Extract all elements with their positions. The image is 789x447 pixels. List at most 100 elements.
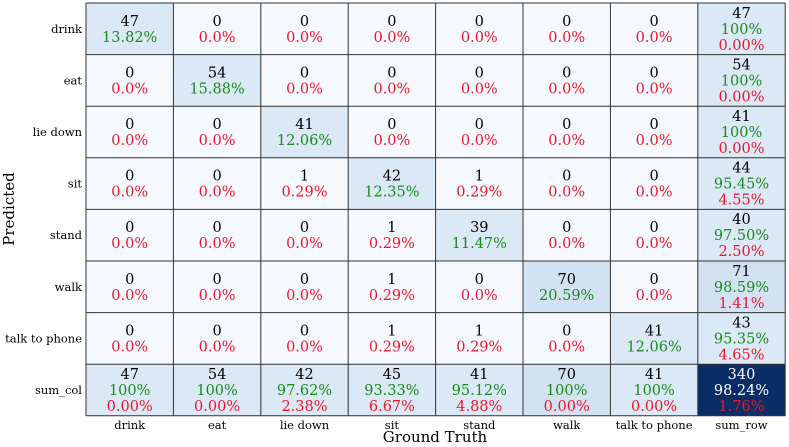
- cell-background: [173, 157, 261, 210]
- cell-count: 54: [208, 65, 226, 81]
- matrix-cell: 00.0%: [348, 3, 436, 55]
- cell-percent: 0.0%: [548, 30, 585, 46]
- matrix-cell: 00.0%: [173, 106, 261, 158]
- cell-count: 41: [470, 367, 488, 383]
- matrix-cells: 4713.82%00.0%00.0%00.0%00.0%00.0%00.0%47…: [86, 3, 786, 416]
- cell-error-percent: 4.65%: [718, 347, 764, 363]
- cell-correct-percent: 93.33%: [364, 383, 419, 399]
- x-tick-label: sum_row: [715, 418, 767, 432]
- cell-count: 47: [120, 367, 138, 383]
- cell-count: 0: [562, 169, 571, 185]
- matrix-cell: 10.29%: [348, 312, 436, 365]
- matrix-cell: 00.0%: [86, 312, 174, 365]
- cell-error-percent: 6.67%: [369, 399, 415, 415]
- cell-percent: 0.0%: [461, 30, 498, 46]
- cell-correct-percent: 95.45%: [714, 177, 769, 193]
- cell-count: 0: [475, 65, 484, 81]
- y-tick-label: eat: [64, 73, 83, 87]
- cell-percent: 0.0%: [286, 288, 323, 304]
- cell-background: [348, 106, 436, 158]
- y-tick-label: sit: [68, 177, 83, 191]
- cell-error-percent: 4.55%: [718, 193, 764, 209]
- matrix-cell: 00.0%: [86, 261, 174, 313]
- cell-background: [260, 364, 349, 416]
- cell-percent: 0.0%: [111, 288, 148, 304]
- cell-error-percent: 0.00%: [718, 141, 764, 157]
- y-tick-label: talk to phone: [5, 331, 82, 345]
- x-tick-label: talk to phone: [616, 418, 693, 432]
- cell-background: [86, 312, 174, 365]
- cell-background: [260, 54, 349, 107]
- cell-count: 0: [562, 220, 571, 236]
- cell-percent: 0.0%: [548, 81, 585, 97]
- cell-background: [610, 261, 698, 313]
- cell-count: 44: [732, 161, 750, 177]
- cell-background: [523, 3, 611, 55]
- y-tick-label: sum_col: [35, 383, 82, 397]
- cell-count: 0: [125, 65, 134, 81]
- cell-correct-percent: 98.24%: [714, 383, 769, 399]
- cell-percent: 0.0%: [461, 133, 498, 149]
- cell-count: 0: [125, 169, 134, 185]
- cell-background: [86, 209, 174, 261]
- cell-background: [86, 261, 174, 313]
- cell-error-percent: 1.41%: [718, 296, 764, 312]
- cell-count: 0: [649, 272, 658, 288]
- cell-count: 0: [649, 14, 658, 30]
- cell-background: [86, 106, 174, 158]
- cell-percent: 0.0%: [373, 81, 410, 97]
- matrix-cell: 00.0%: [173, 157, 261, 210]
- cell-percent: 0.0%: [373, 133, 410, 149]
- matrix-cell: 00.0%: [435, 261, 523, 313]
- matrix-cell: 00.0%: [86, 209, 174, 261]
- cell-count: 1: [387, 272, 396, 288]
- cell-correct-percent: 100%: [721, 125, 762, 141]
- cell-error-percent: 4.88%: [456, 399, 502, 415]
- cell-count: 1: [475, 323, 484, 339]
- cell-background: [435, 106, 523, 158]
- cell-percent: 11.47%: [452, 236, 507, 252]
- cell-percent: 13.82%: [102, 30, 157, 46]
- cell-background: [523, 106, 611, 158]
- matrix-cell: 00.0%: [260, 3, 349, 55]
- cell-background: [610, 209, 698, 261]
- x-tick-label: walk: [553, 418, 581, 432]
- cell-percent: 0.0%: [636, 81, 673, 97]
- matrix-cell: 00.0%: [523, 157, 611, 210]
- cell-count: 0: [300, 220, 309, 236]
- cell-error-percent: 2.38%: [281, 399, 327, 415]
- cell-count: 0: [212, 272, 221, 288]
- cell-percent: 0.0%: [548, 236, 585, 252]
- cell-correct-percent: 95.35%: [714, 331, 769, 347]
- cell-percent: 0.0%: [636, 133, 673, 149]
- cell-percent: 0.0%: [199, 133, 236, 149]
- matrix-cell: 00.0%: [260, 261, 349, 313]
- x-tick-label: stand: [463, 418, 496, 432]
- x-tick-label: eat: [208, 418, 227, 432]
- cell-count: 42: [295, 367, 313, 383]
- cell-percent: 0.0%: [636, 288, 673, 304]
- cell-percent: 0.0%: [111, 339, 148, 355]
- cell-percent: 0.0%: [286, 339, 323, 355]
- cell-correct-percent: 97.50%: [714, 228, 769, 244]
- matrix-cell: 00.0%: [523, 209, 611, 261]
- cell-correct-percent: 100%: [721, 22, 762, 38]
- cell-background: [435, 3, 523, 55]
- cell-count: 47: [120, 14, 138, 30]
- cell-percent: 20.59%: [539, 288, 594, 304]
- cell-background: [523, 157, 611, 210]
- cell-count: 40: [732, 212, 750, 228]
- cell-count: 54: [208, 367, 226, 383]
- matrix-cell: 00.0%: [173, 261, 261, 313]
- cell-percent: 0.0%: [111, 236, 148, 252]
- cell-background: [173, 209, 261, 261]
